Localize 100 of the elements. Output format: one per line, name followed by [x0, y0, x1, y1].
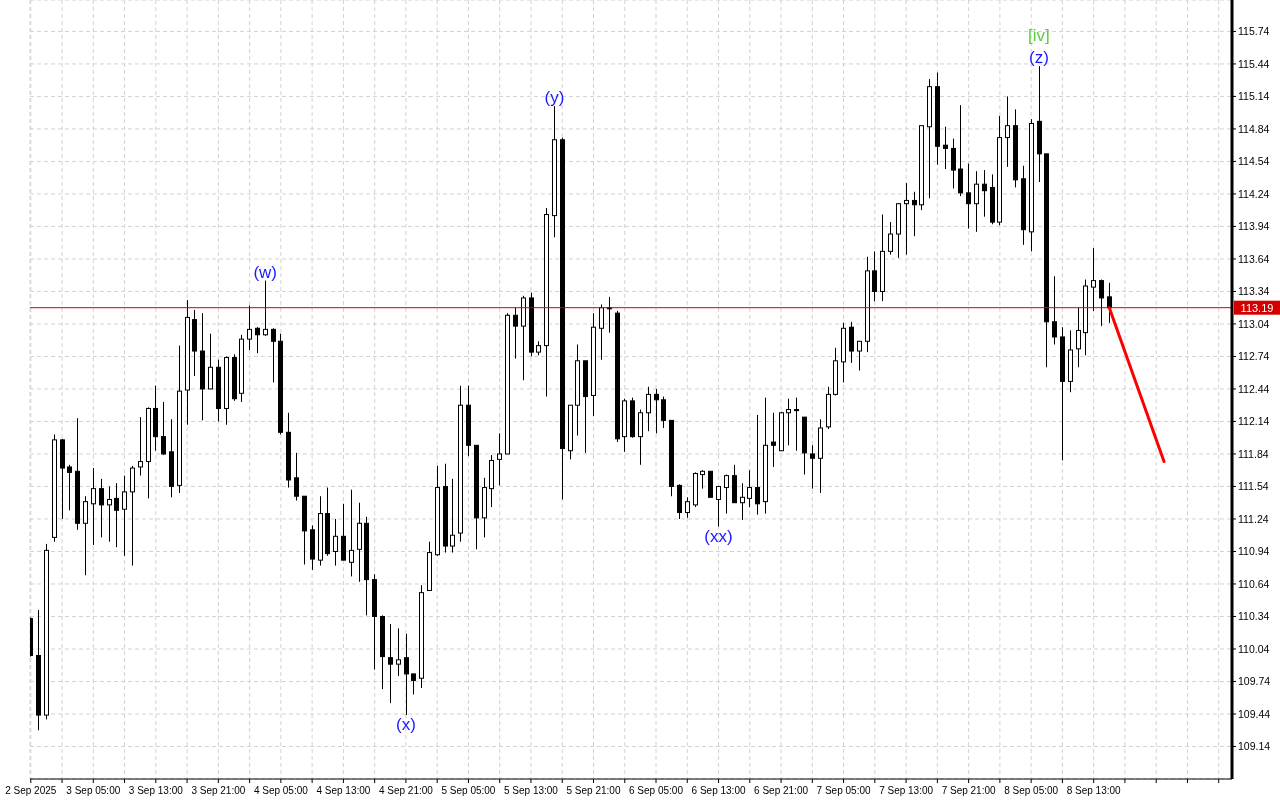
candlestick — [685, 496, 690, 519]
candlestick — [716, 485, 721, 528]
y-tick-label: 113.64 — [1238, 252, 1270, 265]
x-tick-label: 4 Sep 13:00 — [316, 785, 371, 796]
candlestick — [161, 401, 166, 456]
x-tick-label: 7 Sep 21:00 — [941, 785, 997, 796]
y-tick-label: 111.54 — [1238, 480, 1269, 493]
y-tick-label: 113.94 — [1238, 220, 1270, 233]
candlestick — [107, 485, 112, 543]
y-tick-label: 112.44 — [1238, 382, 1270, 395]
candlestick — [982, 169, 987, 218]
candlestick — [849, 321, 854, 364]
candlestick — [294, 452, 299, 502]
candlestick — [786, 398, 791, 446]
annotation: (w) — [253, 262, 278, 282]
candlestick — [1076, 307, 1081, 368]
candlestick — [122, 475, 127, 557]
candlestick — [263, 280, 268, 337]
y-tick-label: 110.94 — [1238, 545, 1270, 558]
candlestick — [138, 416, 143, 477]
annotation: (y) — [544, 88, 565, 108]
candlestick — [654, 388, 659, 434]
x-tick-label: 5 Sep 13:00 — [503, 785, 559, 796]
x-tick-label: 7 Sep 13:00 — [879, 785, 934, 796]
candlestick — [67, 464, 72, 511]
candlestick — [724, 474, 729, 515]
y-tick-label: 109.74 — [1238, 675, 1271, 688]
candlestick — [411, 673, 416, 695]
candlestick — [333, 518, 338, 567]
candlestick — [450, 478, 455, 554]
candlestick — [396, 627, 401, 677]
candlestick — [271, 327, 276, 383]
x-tick-label: 6 Sep 05:00 — [629, 785, 684, 796]
y-tick-label: 109.44 — [1238, 707, 1271, 720]
candlestick — [1005, 95, 1010, 168]
y-tick-label: 113.04 — [1238, 317, 1270, 330]
candlestick — [130, 465, 135, 567]
y-tick-label: 109.14 — [1238, 740, 1271, 753]
candlestick — [99, 478, 104, 538]
candlestick — [1091, 247, 1096, 312]
x-tick-label: 4 Sep 21:00 — [378, 785, 434, 796]
candlestick — [740, 482, 745, 521]
candlestick — [771, 412, 776, 468]
candlestick — [1099, 279, 1104, 327]
candlestick — [1052, 275, 1057, 346]
candlestick — [747, 469, 752, 508]
candlestick — [872, 250, 877, 302]
candlestick — [247, 305, 252, 351]
candlestick — [1107, 282, 1112, 324]
candlestick — [349, 489, 354, 577]
candlestick — [810, 444, 815, 490]
y-tick-label: 110.04 — [1238, 642, 1270, 655]
candlestick — [497, 432, 502, 486]
candlestick — [599, 303, 604, 361]
candlestick — [404, 633, 409, 716]
x-tick-label: 4 Sep 05:00 — [253, 785, 309, 796]
y-tick-label: 114.24 — [1238, 187, 1270, 200]
candlestick — [91, 467, 96, 546]
y-tick-label: 114.84 — [1238, 122, 1270, 135]
x-tick-label: 3 Sep 13:00 — [128, 785, 184, 796]
candlestick — [755, 414, 760, 516]
y-tick-label: 115.74 — [1238, 25, 1270, 38]
x-tick-label: 8 Sep 05:00 — [1004, 785, 1059, 796]
x-tick-label: 2 Sep 2025 — [5, 785, 57, 796]
candlestick — [208, 333, 213, 390]
candlestick — [966, 163, 971, 230]
candlestick — [888, 221, 893, 256]
y-tick-label: 112.74 — [1238, 350, 1270, 363]
ref-line-label: 113.19 — [1240, 301, 1274, 314]
y-tick-label: 112.14 — [1238, 415, 1270, 428]
y-tick-label: 113.34 — [1238, 285, 1270, 298]
candlestick — [341, 503, 346, 561]
candlestick — [513, 307, 518, 360]
x-tick-label: 6 Sep 13:00 — [691, 785, 746, 796]
y-tick-label: 111.24 — [1238, 512, 1269, 525]
annotation: [iv] — [1028, 26, 1050, 46]
candlestick — [638, 409, 643, 466]
candlestick — [388, 623, 393, 704]
x-tick-label: 6 Sep 21:00 — [754, 785, 809, 796]
y-tick-label: 110.64 — [1238, 577, 1270, 590]
candlestick — [857, 340, 862, 372]
y-tick-label: 115.44 — [1238, 57, 1270, 70]
candlestick — [943, 126, 948, 170]
candlestick — [700, 469, 705, 490]
x-tick-label: 5 Sep 21:00 — [566, 785, 621, 796]
candlestick — [114, 482, 119, 548]
candlestick — [255, 326, 260, 354]
y-tick-label: 110.34 — [1238, 610, 1270, 623]
x-tick-label: 5 Sep 05:00 — [441, 785, 496, 796]
candlestick — [661, 396, 666, 429]
candlestick — [912, 191, 917, 237]
x-tick-label: 8 Sep 13:00 — [1066, 785, 1122, 796]
y-tick-label: 114.54 — [1238, 155, 1270, 168]
y-tick-label: 111.84 — [1238, 447, 1269, 460]
candlestick — [83, 495, 88, 576]
candlestick — [958, 104, 963, 197]
x-tick-label: 3 Sep 05:00 — [66, 785, 121, 796]
annotation: (z) — [1029, 48, 1049, 68]
annotation: (x) — [396, 715, 416, 735]
candlestick — [794, 397, 799, 452]
